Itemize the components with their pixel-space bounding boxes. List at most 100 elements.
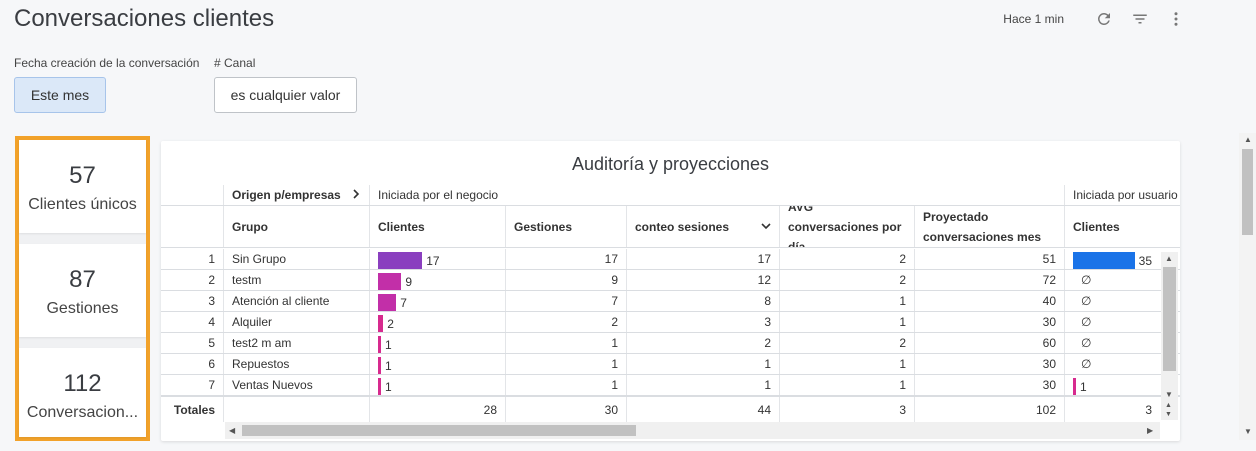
table-row: 4 Alquiler 2 2 3 1 30 ∅: [161, 312, 1180, 333]
row-number: 6: [161, 354, 224, 374]
chevron-right-icon: [351, 188, 361, 202]
cell-sesiones: 17: [627, 249, 780, 269]
cell-proyectado: 30: [915, 354, 1065, 374]
filter-icon[interactable]: [1130, 9, 1150, 29]
data-bar-label: 1: [385, 359, 392, 373]
page-vertical-scrollbar[interactable]: ▲ ▼: [1239, 133, 1256, 440]
cell-sesiones: 12: [627, 270, 780, 290]
col-clientes-usuario[interactable]: Clientes: [1073, 219, 1120, 234]
total-avg: 3: [780, 397, 915, 422]
data-bar-label: 1: [385, 380, 392, 394]
data-bar: [378, 273, 402, 290]
kpi-value: 87: [69, 266, 96, 293]
scroll-up-icon[interactable]: ▲: [1165, 402, 1172, 409]
cell-gestiones: 1: [506, 354, 627, 374]
row-number: 3: [161, 291, 224, 311]
cell-sesiones: 3: [627, 312, 780, 332]
cell-grupo: Atención al cliente: [224, 291, 370, 311]
scroll-down-icon[interactable]: ▼: [1165, 390, 1173, 399]
total-gestiones: 30: [506, 397, 627, 422]
total-clientes: 28: [370, 397, 506, 422]
sort-desc-icon[interactable]: [761, 220, 771, 234]
last-updated-text: Hace 1 min: [1003, 12, 1064, 26]
scroll-right-icon[interactable]: ▶: [1147, 426, 1154, 435]
cell-gestiones: 1: [506, 333, 627, 353]
filter-fecha-button[interactable]: Este mes: [14, 77, 106, 113]
cell-avg: 1: [780, 375, 915, 395]
col-avg[interactable]: AVG conversaciones por día: [780, 206, 915, 247]
cell-clientes-usuario: ∅: [1065, 312, 1160, 332]
col-conteo-sesiones[interactable]: conteo sesiones: [627, 206, 780, 247]
cell-sesiones: 1: [627, 375, 780, 395]
kpi-gestiones[interactable]: 87 Gestiones: [19, 244, 146, 337]
null-value: ∅: [1081, 273, 1092, 287]
card-title: Auditoría y proyecciones: [571, 154, 770, 174]
null-value: ∅: [1081, 294, 1092, 308]
cell-clientes-usuario: ∅: [1065, 270, 1160, 290]
pivot-field-header[interactable]: Origen p/empresas: [224, 185, 370, 205]
more-vert-icon[interactable]: [1166, 9, 1186, 29]
cell-grupo: Repuestos: [224, 354, 370, 374]
filter-canal: # Canal es cualquier valor: [214, 56, 357, 113]
pivot-field-label: Origen p/empresas: [232, 188, 341, 202]
cell-grupo: Alquiler: [224, 312, 370, 332]
kpi-conversaciones[interactable]: 112 Conversacion...: [19, 348, 146, 437]
filter-fecha: Fecha creación de la conversación Este m…: [14, 56, 199, 113]
cell-sesiones: 1: [627, 354, 780, 374]
column-header-row: Grupo Clientes Gestiones conteo sesiones…: [161, 206, 1180, 248]
data-bar-label: 17: [426, 254, 440, 268]
col-clientes[interactable]: Clientes: [370, 206, 506, 247]
cell-avg: 2: [780, 333, 915, 353]
table-vertical-scrollbar[interactable]: ▲ ▼: [1161, 252, 1178, 402]
data-bar: [378, 357, 381, 374]
cell-avg: 1: [780, 312, 915, 332]
table-horizontal-scrollbar[interactable]: ◀ ▶: [225, 422, 1160, 439]
data-bar: [1073, 378, 1076, 395]
data-bar: [378, 252, 423, 269]
col-proyectado[interactable]: Proyectado conversaciones mes: [915, 206, 1065, 247]
cell-clientes: 7: [370, 291, 506, 311]
col-conteo-sesiones-label: conteo sesiones: [635, 219, 730, 234]
table-row: 1 Sin Grupo 17 17 17 2 51 35: [161, 249, 1180, 270]
data-bar-label: 35: [1138, 254, 1152, 268]
kpi-clientes-unicos[interactable]: 57 Clientes únicos: [19, 140, 146, 233]
kpi-label: Conversacion...: [26, 404, 139, 421]
data-bar-label: 9: [405, 275, 413, 289]
scroll-up-icon[interactable]: ▲: [1165, 254, 1173, 263]
kpi-value: 57: [69, 162, 96, 189]
row-number: 1: [161, 249, 224, 269]
totals-scrollbar[interactable]: ▲ ▼: [1161, 402, 1178, 420]
cell-proyectado: 60: [915, 333, 1065, 353]
kpi-value: 112: [63, 370, 102, 397]
row-number: 5: [161, 333, 224, 353]
cell-sesiones: 8: [627, 291, 780, 311]
page-scroll-thumb[interactable]: [1242, 149, 1253, 235]
cell-clientes: 1: [370, 375, 506, 395]
filter-canal-button[interactable]: es cualquier valor: [214, 77, 357, 113]
data-bar-label: 1: [385, 338, 392, 352]
scroll-left-icon[interactable]: ◀: [229, 426, 236, 435]
table-row: 6 Repuestos 1 1 1 1 30 ∅: [161, 354, 1180, 375]
scroll-down-icon[interactable]: ▼: [1165, 411, 1172, 418]
refresh-icon[interactable]: [1094, 9, 1114, 29]
cell-gestiones: 7: [506, 291, 627, 311]
cell-clientes-usuario: ∅: [1065, 291, 1160, 311]
cell-grupo: Sin Grupo: [224, 249, 370, 269]
cell-avg: 1: [780, 354, 915, 374]
col-gestiones[interactable]: Gestiones: [506, 206, 627, 247]
data-bar-label: 7: [400, 296, 407, 310]
cell-gestiones: 1: [506, 375, 627, 395]
totals-label: Totales: [161, 397, 224, 422]
scroll-up-icon[interactable]: ▲: [1244, 135, 1252, 144]
cell-gestiones: 2: [506, 312, 627, 332]
cell-avg: 2: [780, 270, 915, 290]
cell-sesiones: 2: [627, 333, 780, 353]
data-bar-label: 2: [387, 317, 394, 331]
cell-clientes: 9: [370, 270, 506, 290]
pivot-header-row: Origen p/empresas Iniciada por el negoci…: [161, 185, 1180, 206]
col-grupo[interactable]: Grupo: [224, 206, 370, 247]
table-vertical-scroll-thumb[interactable]: [1163, 267, 1176, 371]
cell-clientes: 1: [370, 354, 506, 374]
scroll-down-icon[interactable]: ▼: [1244, 427, 1252, 436]
table-horizontal-scroll-thumb[interactable]: [242, 425, 636, 436]
